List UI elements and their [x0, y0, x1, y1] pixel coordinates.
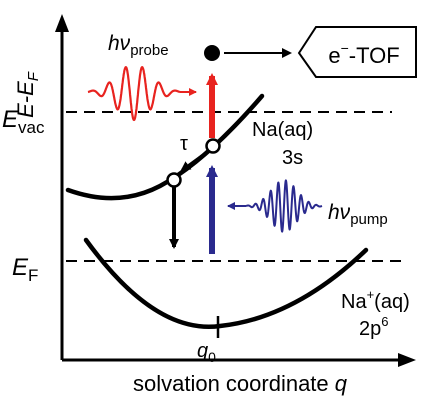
- lower-state-label-line2: 2p6: [359, 314, 388, 340]
- vacuum-level-sub: vac: [18, 118, 45, 137]
- relaxation-arrow: [180, 152, 205, 172]
- y-axis-label: E-EF: [13, 71, 42, 118]
- fermi-level-label: EF: [12, 254, 38, 285]
- tof-detector-box: [297, 26, 417, 78]
- probe-label-main: hν: [108, 32, 131, 55]
- lower-state-line2-sup: 6: [381, 314, 388, 329]
- lower-state-post: (aq): [374, 291, 410, 313]
- y-axis-arrowhead: [55, 14, 69, 32]
- x-axis-arrowhead: [398, 353, 416, 367]
- photoelectron-dot: [204, 45, 220, 61]
- upper-state-label-line1: Na(aq): [252, 119, 313, 141]
- tof-pre: e: [328, 43, 340, 68]
- lower-state-curve: [83, 237, 369, 330]
- pump-label-main: hν: [328, 201, 351, 224]
- relaxed-state-marker: [166, 172, 182, 188]
- probe-label-sub: probe: [130, 42, 168, 59]
- x-axis-label: solvation coordinate q: [133, 371, 348, 396]
- tof-post: -TOF: [349, 43, 400, 68]
- axes: [55, 14, 416, 367]
- fermi-level-main: E: [12, 254, 29, 281]
- tof-sup: −: [341, 40, 349, 56]
- x-axis-label-main: solvation coordinate: [133, 371, 335, 396]
- probe-label: hνprobe: [108, 32, 169, 59]
- x-axis-label-var: q: [335, 371, 348, 396]
- minimum-main: q: [197, 340, 208, 362]
- lower-state-pre: Na: [341, 291, 367, 313]
- y-axis-label-sub: F: [25, 71, 42, 81]
- upper-state-label-line2: 3s: [282, 147, 303, 169]
- lower-state-label-line1: Na+(aq): [341, 287, 410, 313]
- vacuum-level-main: E: [2, 106, 19, 133]
- vacuum-level-label: Evac: [2, 106, 45, 137]
- minimum-sub: 0: [208, 349, 216, 365]
- relaxation-symbol: τ: [180, 133, 188, 155]
- pump-label: hνpump: [328, 201, 388, 228]
- probe-pulse-waveform: [87, 66, 181, 122]
- lower-state-sup: +: [367, 287, 375, 302]
- upper-state-curve: [65, 93, 265, 201]
- fermi-level-sub: F: [28, 266, 38, 285]
- excited-state-marker: [205, 138, 221, 154]
- y-axis-label-main: E-E: [13, 81, 38, 118]
- minimum-label: q0: [197, 340, 216, 365]
- pump-pulse-waveform: [245, 179, 323, 233]
- lower-state-line2: 2p: [359, 318, 381, 340]
- pump-label-sub: pump: [350, 211, 388, 228]
- tof-detector-label: e−-TOF: [328, 40, 399, 68]
